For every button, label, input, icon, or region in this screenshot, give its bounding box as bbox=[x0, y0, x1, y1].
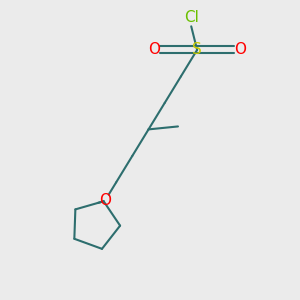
Text: Cl: Cl bbox=[184, 10, 199, 25]
Text: S: S bbox=[192, 42, 202, 57]
Text: O: O bbox=[99, 194, 111, 208]
Text: O: O bbox=[148, 42, 160, 57]
Text: O: O bbox=[234, 42, 246, 57]
